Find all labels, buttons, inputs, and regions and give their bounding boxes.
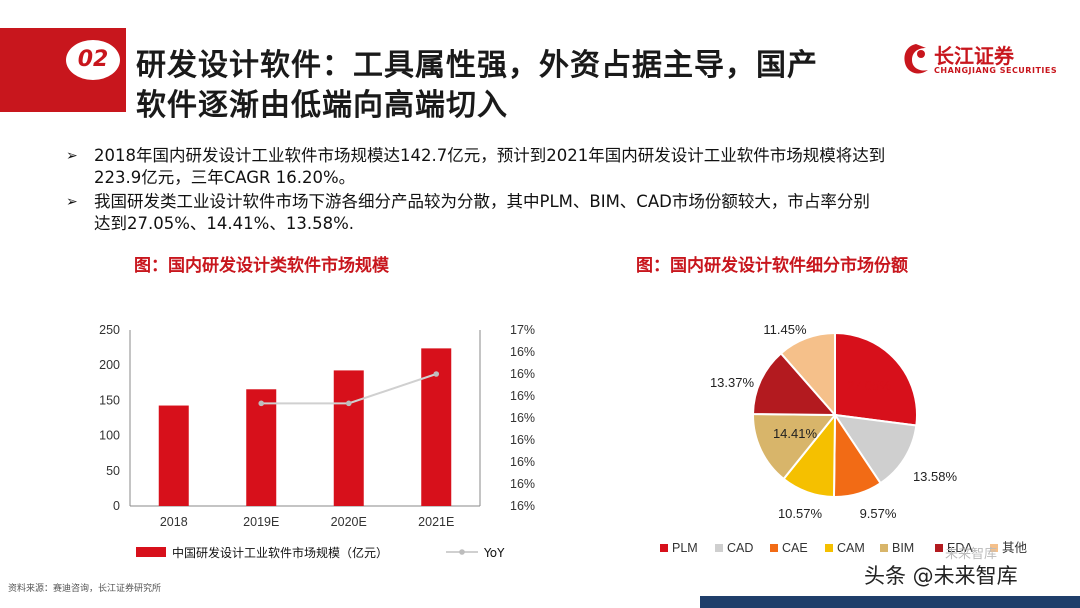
right-axis-tick-label: 16% bbox=[510, 455, 535, 469]
bullet-1-line-2: 223.9亿元，三年CAGR 16.20%。 bbox=[94, 168, 356, 187]
pie-data-label-CAM: 10.57% bbox=[778, 506, 823, 521]
legend-label-PLM: PLM bbox=[672, 541, 698, 555]
bar-2020E bbox=[333, 370, 364, 506]
legend-swatch-BIM bbox=[880, 544, 888, 552]
yoy-point bbox=[345, 400, 352, 407]
right-axis-tick-label: 16% bbox=[510, 389, 535, 403]
footer-accent-band bbox=[700, 596, 1080, 608]
x-axis-tick-label: 2020E bbox=[331, 515, 367, 529]
yoy-point bbox=[433, 371, 440, 377]
right-axis-tick-label: 16% bbox=[510, 499, 535, 513]
legend-label-CAD: CAD bbox=[727, 541, 753, 555]
legend-swatch-CAD bbox=[715, 544, 723, 552]
right-axis-tick-label: 17% bbox=[510, 323, 535, 337]
watermark: 头条 @未来智库 bbox=[864, 564, 1018, 588]
legend-line-marker bbox=[459, 549, 465, 555]
market-size-combo-chart: 0 50 100 150 200 250 16% 16% 16% 16% 16% 16% 16% 16% 1… bbox=[99, 323, 535, 560]
logo-text-cn: 长江证券 bbox=[934, 44, 1014, 68]
source-note: 资料来源：赛迪咨询，长江证券研究所 bbox=[8, 584, 162, 594]
legend-swatch-CAM bbox=[825, 544, 833, 552]
pie-slice-PLM bbox=[834, 331, 918, 427]
right-axis-tick-label: 16% bbox=[510, 367, 535, 381]
legend-swatch-EDA bbox=[935, 544, 943, 552]
pie-slice-EDA bbox=[751, 351, 838, 417]
bar-2018 bbox=[158, 405, 189, 506]
x-axis-tick-label: 2019E bbox=[243, 515, 279, 529]
legend-bar-swatch bbox=[136, 547, 166, 557]
segment-share-pie-chart: 27.05% 13.58% 9.57% 10.57% 14.41% 13.37% 11.45… bbox=[660, 322, 1028, 555]
bullet-arrow-icon: ➢ bbox=[66, 194, 78, 210]
bar-2019E bbox=[246, 389, 277, 506]
pie-data-label-PLM: 27.05% bbox=[847, 378, 892, 393]
legend-label-其他: 其他 bbox=[1002, 541, 1028, 555]
logo-mark-icon bbox=[904, 44, 928, 74]
bullet-2-line-2: 达到27.05%、14.41%、13.58%. bbox=[94, 214, 354, 233]
right-figure-title: 图：国内研发设计软件细分市场份额 bbox=[636, 256, 908, 276]
section-number-badge: 02 bbox=[64, 38, 122, 82]
left-axis-tick-label: 150 bbox=[99, 393, 120, 407]
legend-label-EDA: EDA bbox=[947, 541, 973, 555]
page-title-line-2: 软件逐渐由低端向高端切入 bbox=[136, 88, 508, 123]
left-axis-tick-label: 0 bbox=[113, 499, 120, 513]
pie-slice-其他 bbox=[779, 331, 836, 418]
bullet-1-line-1: 2018年国内研发设计工业软件市场规模达142.7亿元，预计到2021年国内研发… bbox=[94, 146, 886, 165]
logo-text-en: CHANGJIANG SECURITIES bbox=[934, 66, 1058, 75]
page-title-line-1: 研发设计软件：工具属性强，外资占据主导，国产 bbox=[136, 48, 818, 83]
pie-data-label-其他: 11.45% bbox=[763, 322, 807, 337]
bullet-arrow-icon: ➢ bbox=[66, 148, 78, 164]
legend-swatch-CAE bbox=[770, 544, 778, 552]
pie-data-label-CAE: 9.57% bbox=[860, 506, 897, 521]
watermark-faint: 未来智库 bbox=[945, 547, 998, 562]
x-axis-tick-label: 2021E bbox=[418, 515, 454, 529]
pie-slice-CAD bbox=[832, 413, 918, 485]
left-axis-tick-label: 250 bbox=[99, 323, 120, 337]
pie-slice-BIM bbox=[752, 413, 838, 481]
left-axis-tick-label: 50 bbox=[106, 464, 120, 478]
left-axis-tick-label: 200 bbox=[99, 358, 120, 372]
legend-swatch-其他 bbox=[990, 544, 998, 552]
yoy-point bbox=[258, 400, 265, 407]
pie-data-label-BIM: 14.41% bbox=[773, 426, 818, 441]
legend-swatch-PLM bbox=[660, 544, 668, 552]
legend-label-CAM: CAM bbox=[837, 541, 865, 555]
legend-label-CAE: CAE bbox=[782, 541, 808, 555]
left-axis-tick-label: 100 bbox=[99, 429, 120, 443]
legend-label-BIM: BIM bbox=[892, 541, 914, 555]
pie-data-label-EDA: 13.37% bbox=[710, 375, 755, 390]
left-figure-title: 图：国内研发设计类软件市场规模 bbox=[134, 256, 389, 276]
x-axis-tick-label: 2018 bbox=[160, 515, 188, 529]
company-logo: 长江证券 CHANGJIANG SECURITIES bbox=[900, 40, 1057, 80]
right-axis-tick-label: 16% bbox=[510, 345, 535, 359]
legend-bar-label: 中国研发设计工业软件市场规模（亿元） bbox=[172, 545, 388, 560]
legend-line-label: YoY bbox=[483, 546, 505, 560]
right-axis-tick-label: 16% bbox=[510, 477, 535, 491]
right-axis-tick-label: 16% bbox=[510, 411, 535, 425]
pie-data-label-CAD: 13.58% bbox=[913, 469, 958, 484]
bullet-2-line-1: 我国研发类工业设计软件市场下游各细分产品较为分散，其中PLM、BIM、CAD市场… bbox=[94, 192, 870, 211]
right-axis-tick-label: 16% bbox=[510, 433, 535, 447]
